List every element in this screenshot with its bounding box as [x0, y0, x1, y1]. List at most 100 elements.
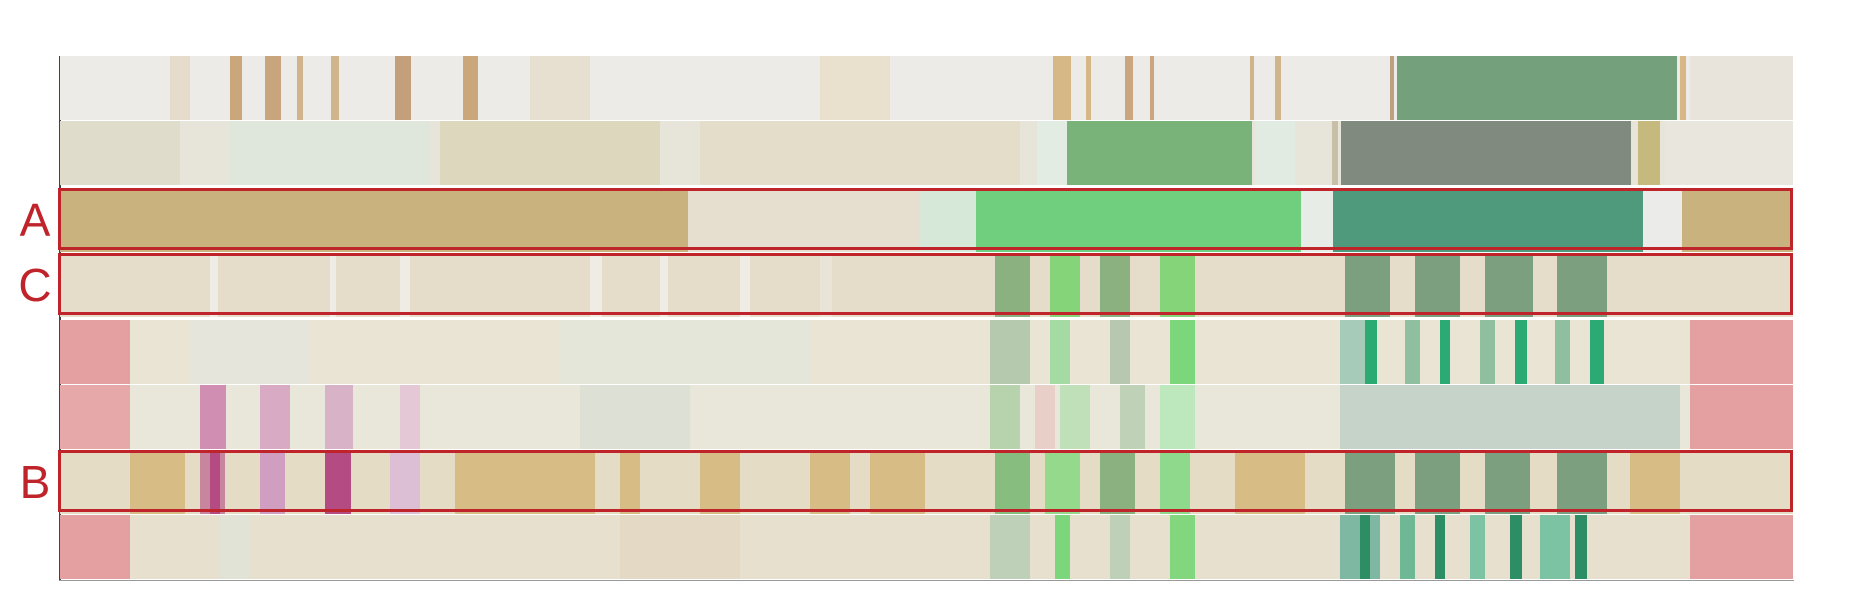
track-segment: [60, 320, 130, 384]
track-segment: [1360, 515, 1370, 579]
track-segment: [1110, 320, 1130, 384]
track-segment: [1480, 320, 1495, 384]
track-segment: [325, 385, 353, 449]
track-segment: [1050, 253, 1080, 317]
track-segment: [1235, 450, 1305, 514]
track-segment: [1557, 253, 1607, 317]
track-segment: [1345, 450, 1395, 514]
track-segment: [260, 450, 285, 514]
track-segment: [1170, 320, 1195, 384]
track-segment: [1050, 320, 1070, 384]
track-segment: [1400, 515, 1415, 579]
track-segment: [260, 385, 290, 449]
track-segment: [1160, 385, 1195, 449]
track-segment: [60, 188, 688, 252]
track-row-8: [60, 515, 1793, 579]
track-segment: [820, 56, 890, 120]
track-segment: [976, 188, 1301, 252]
track-segment: [297, 56, 303, 120]
track-segment: [60, 121, 180, 185]
track-segment: [331, 56, 339, 120]
track-segment: [1035, 385, 1055, 449]
track-segment: [390, 450, 420, 514]
track-segment: [1053, 56, 1071, 120]
track-segment: [230, 121, 430, 185]
track-segment: [1250, 56, 1254, 120]
track-segment: [620, 515, 740, 579]
track-segment: [740, 253, 750, 317]
track-segment: [1415, 450, 1460, 514]
track-segment: [1510, 515, 1522, 579]
track-segment: [230, 56, 242, 120]
track-segment: [1160, 253, 1195, 317]
track-segment: [325, 450, 351, 514]
track-segment: [1275, 56, 1281, 120]
track-segment: [1555, 320, 1570, 384]
track-segment: [1365, 320, 1377, 384]
track-row-5-graphic: [60, 320, 1793, 384]
track-segment: [400, 385, 420, 449]
track-row-5: [60, 320, 1793, 384]
track-segment: [1630, 450, 1680, 514]
track-segment: [990, 515, 1030, 579]
track-segment: [810, 450, 850, 514]
track-segment: [1340, 385, 1680, 449]
track-segment: [700, 450, 740, 514]
track-segment: [1255, 121, 1295, 185]
track-segment: [560, 320, 810, 384]
track-segment: [440, 121, 660, 185]
track-segment: [1515, 320, 1527, 384]
track-segment: [1415, 253, 1460, 317]
track-segment: [1341, 121, 1631, 185]
track-segment: [1160, 450, 1190, 514]
track-segment: [400, 253, 410, 317]
track-segment: [660, 253, 668, 317]
highlight-box-b: [58, 450, 1793, 512]
track-segment: [1470, 515, 1485, 579]
highlight-box-c: [58, 253, 1793, 315]
track-segment: [210, 450, 220, 514]
track-segment: [1435, 515, 1445, 579]
track-segment: [1067, 121, 1252, 185]
track-segment: [1680, 56, 1686, 120]
track-row-7: [60, 450, 1793, 514]
track-row-6-graphic: [60, 385, 1793, 449]
track-segment: [1690, 515, 1793, 579]
track-segment: [1390, 56, 1394, 120]
track-segment: [1125, 56, 1133, 120]
track-segment: [1485, 450, 1530, 514]
track-segment: [1301, 188, 1333, 252]
track-segment: [870, 450, 925, 514]
track-segment: [60, 515, 130, 579]
track-segment: [1045, 450, 1080, 514]
track-segment: [820, 253, 832, 317]
track-segment: [920, 188, 980, 252]
track-segment: [190, 320, 310, 384]
track-segment: [620, 450, 640, 514]
track-segment: [200, 385, 226, 449]
track-segment: [1120, 385, 1145, 449]
track-segment: [990, 385, 1020, 449]
track-segment: [1037, 121, 1067, 185]
track-row-1-graphic: [60, 56, 1793, 120]
track-segment: [1397, 56, 1677, 120]
track-segment: [1682, 188, 1793, 252]
track-segment: [1170, 515, 1195, 579]
track-segment: [590, 253, 602, 317]
track-segment: [330, 253, 336, 317]
track-segment: [1665, 121, 1793, 185]
highlight-box-a: [58, 188, 1793, 250]
track-row-4: [60, 253, 1793, 317]
track-segment: [1333, 188, 1643, 252]
track-segment: [700, 121, 1020, 185]
highlight-label-a: A: [19, 194, 51, 246]
track-segment: [1060, 385, 1090, 449]
track-segment: [1100, 450, 1135, 514]
track-segment: [1690, 56, 1793, 120]
track-row-6: [60, 385, 1793, 449]
track-segment: [995, 450, 1030, 514]
track-segment: [210, 253, 218, 317]
track-row-2: [60, 121, 1793, 185]
track-segment: [455, 450, 595, 514]
track-segment: [1575, 515, 1587, 579]
